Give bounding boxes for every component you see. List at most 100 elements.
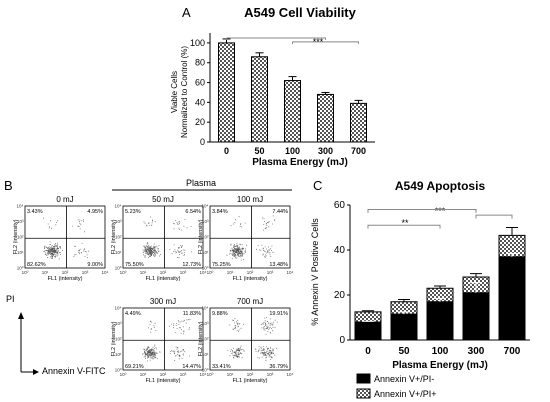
x-tick-label: 10¹	[227, 270, 234, 275]
panel-a-xlabel: Plasma Energy (mJ)	[252, 157, 348, 168]
quadrant-ll-percent: 75.50%	[125, 262, 144, 268]
x-tick-label: 10³	[180, 372, 187, 377]
y-tick-label: 40	[195, 97, 205, 107]
x-tick-label: 10³	[267, 372, 274, 377]
flow-plot-title: 0 mJ	[56, 195, 73, 204]
pi-arrow-head	[18, 312, 24, 319]
panel-a-ylabel-line1: Viable Cells	[170, 71, 179, 113]
legend-swatch-pi-neg	[356, 373, 371, 384]
y-tick-label: 10⁴	[115, 204, 122, 209]
panel-a-ylabel-line2: Normalized to Control (%)	[180, 46, 189, 138]
y-tick-label: 10¹	[115, 352, 122, 357]
flow-plot-frame	[122, 307, 204, 371]
plasma-group-label: Plasma	[186, 178, 216, 188]
quadrant-ur-percent: 19.91%	[269, 311, 288, 317]
flow-plot-title: 100 mJ	[237, 195, 263, 204]
quadrant-lr-percent: 36.79%	[269, 364, 288, 370]
y-tick-label: 10³	[115, 219, 122, 224]
y-axis-name: FL2 (intensity)	[111, 321, 117, 356]
x-tick-label: 10⁴	[102, 270, 109, 275]
x-tick-label: 10³	[267, 270, 274, 275]
y-tick-label: 10³	[17, 219, 24, 224]
flow-events	[142, 216, 192, 259]
y-tick-label: 10¹	[115, 250, 122, 255]
x-tick-label: 10⁴	[200, 270, 207, 275]
x-axis-name: FL1 (intensity)	[146, 276, 181, 282]
panel-a-letter: A	[182, 5, 191, 20]
bar	[284, 80, 301, 143]
flow-plot-frame	[209, 205, 291, 269]
quadrant-ul-percent: 5.23%	[125, 209, 141, 215]
panel-a-title: A549 Cell Viability	[244, 5, 357, 20]
x-tick-label: 10⁴	[200, 372, 207, 377]
y-axis-name: FL2 (intensity)	[198, 321, 204, 356]
x-tick-label: 100	[285, 146, 300, 156]
panel-b: B Plasma PI Annexin V-FITC 0 mJ 3.43% 4.95…	[4, 178, 294, 384]
x-tick-label: 10¹	[140, 372, 147, 377]
y-tick-label: 10⁰	[115, 368, 122, 373]
legend-label-pi-neg: Annexin V+/PI-	[374, 374, 434, 384]
quadrant-ur-percent: 6.54%	[185, 209, 201, 215]
panel-c-significance-1: **	[401, 218, 409, 228]
annexin-arrow-head	[33, 369, 39, 375]
panel-a-plot: 0 20 40 60 80 100 0 50 100 300 700	[190, 33, 375, 156]
panel-c-xlabel: Plasma Energy (mJ)	[392, 360, 488, 371]
y-tick-label: 20	[195, 117, 205, 127]
y-axis-name: FL2 (intensity)	[198, 219, 204, 254]
x-tick-label: 10⁴	[287, 372, 294, 377]
x-tick-label: 10³	[180, 270, 187, 275]
bar-segment-pi-neg	[426, 301, 454, 341]
x-tick-label: 300	[468, 346, 485, 357]
y-tick-label: 0	[200, 137, 205, 147]
legend-label-pi-pos: Annexin V+/PI+	[374, 389, 437, 399]
y-tick-label: 10³	[115, 321, 122, 326]
y-tick-label: 10²	[202, 235, 209, 240]
x-tick-label: 300	[318, 146, 333, 156]
y-axis-name: FL2 (intensity)	[13, 219, 19, 254]
x-tick-label: 700	[351, 146, 366, 156]
panel-c-significance-2: ***	[435, 206, 446, 216]
y-tick-label: 10¹	[202, 352, 209, 357]
bar-segment-pi-neg	[498, 256, 526, 341]
significance-bracket	[367, 209, 477, 213]
x-tick-label: 10²	[247, 270, 254, 275]
y-tick-label: 10²	[202, 337, 209, 342]
flow-events	[226, 215, 276, 261]
x-tick-label: 10¹	[227, 372, 234, 377]
x-tick-label: 10²	[62, 270, 69, 275]
annexin-axis-label: Annexin V-FITC	[42, 366, 106, 376]
quadrant-ur-percent: 7.44%	[272, 209, 288, 215]
x-tick-label: 10⁰	[22, 270, 29, 275]
y-tick-label: 10⁴	[202, 204, 209, 209]
y-tick-label: 10¹	[17, 250, 24, 255]
bar-segment-pi-pos	[354, 311, 382, 323]
flow-plot-frame	[209, 307, 291, 371]
x-tick-label: 10⁰	[207, 270, 214, 275]
quadrant-ul-percent: 9.88%	[212, 311, 228, 317]
quadrant-ur-percent: 4.95%	[87, 209, 103, 215]
panel-c-ylabel: % Annexin V Positive Cells	[310, 218, 320, 326]
x-tick-label: 50	[398, 346, 410, 357]
x-tick-label: 10²	[160, 372, 167, 377]
quadrant-lr-percent: 13.48%	[269, 262, 288, 268]
significance-bracket	[226, 37, 326, 40]
significance-bracket	[475, 214, 513, 219]
bar-segment-pi-neg	[354, 321, 382, 341]
y-tick-label: 100	[190, 38, 205, 48]
x-tick-label: 50	[254, 146, 264, 156]
flow-events	[227, 317, 278, 361]
x-axis-name: FL1 (intensity)	[48, 276, 83, 282]
y-tick-label: 10²	[115, 235, 122, 240]
panel-c-title: A549 Apoptosis	[395, 179, 486, 193]
quadrant-lr-percent: 9.00%	[87, 262, 103, 268]
bar	[350, 102, 367, 143]
quadrant-lr-percent: 12.73%	[182, 262, 201, 268]
panel-b-letter: B	[4, 178, 13, 193]
bar-segment-pi-neg	[390, 313, 418, 341]
x-tick-label: 10⁴	[287, 270, 294, 275]
y-tick-label: 10³	[202, 321, 209, 326]
x-tick-label: 10¹	[42, 270, 49, 275]
y-tick-label: 10⁴	[202, 306, 209, 311]
x-axis-name: FL1 (intensity)	[233, 378, 268, 384]
x-tick-label: 10¹	[140, 270, 147, 275]
